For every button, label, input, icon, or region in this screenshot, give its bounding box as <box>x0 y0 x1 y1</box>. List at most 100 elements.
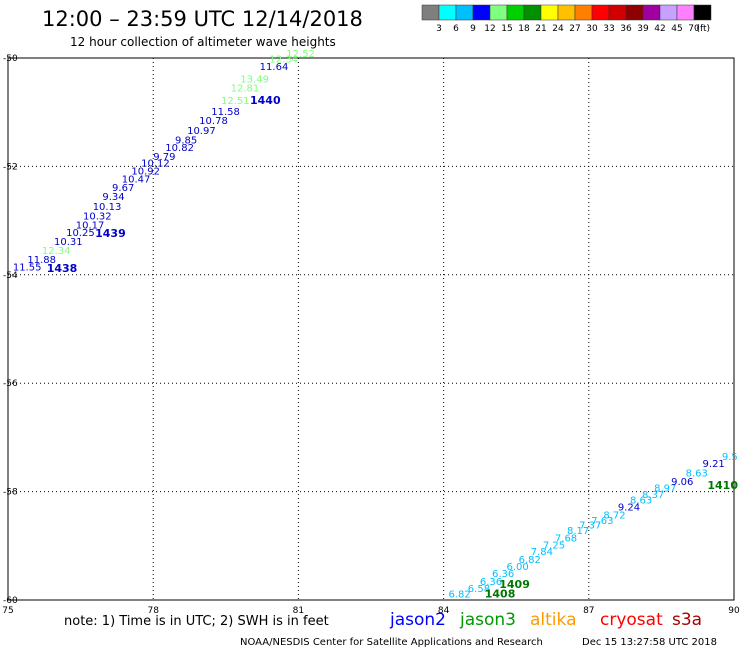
colorbar-swatch <box>506 4 525 21</box>
swh-label: 10.47 <box>122 175 151 186</box>
x-tick-label: 81 <box>293 606 304 616</box>
swh-label: 10.78 <box>199 116 228 127</box>
swh-label: 9.06 <box>671 477 693 488</box>
legend-s3a: s3a <box>672 610 702 630</box>
pass-number-label: 1409 <box>499 578 530 591</box>
colorbar-swatch <box>421 4 440 21</box>
colorbar-label: 39 <box>637 24 649 34</box>
swh-label: 6.00 <box>507 562 529 573</box>
colorbar-label: 6 <box>453 24 459 34</box>
colorbar-label: 18 <box>518 24 530 34</box>
pass-number-label: 1410 <box>707 479 738 492</box>
colorbar-legend: 3 6 9 12 15 18 21 24 27 30 33 36 39 42 45 70(ft) <box>421 4 712 34</box>
swh-label: 6.36 <box>480 577 502 588</box>
colorbar-swatch <box>642 4 661 21</box>
x-tick-label: 90 <box>728 606 740 616</box>
swh-label: 10.92 <box>131 167 160 178</box>
swh-label: 9.85 <box>175 136 197 147</box>
swh-label: 7.37 <box>579 520 601 531</box>
colorbar-label: 21 <box>535 24 546 34</box>
pass-number-label: 1408 <box>485 587 516 600</box>
colorbar-swatch <box>523 4 542 21</box>
plot-frame <box>7 57 735 601</box>
swh-label: 12.34 <box>269 54 298 65</box>
swh-label: 10.13 <box>93 202 122 213</box>
swh-label: 10.31 <box>54 237 83 248</box>
colorbar-swatch <box>676 4 695 21</box>
swh-label: 9.24 <box>618 503 640 514</box>
colorbar-swatch <box>472 4 491 21</box>
swh-label: 12.52 <box>286 49 315 60</box>
legend-cryosat: cryosat <box>600 610 663 630</box>
swh-label: 12.34 <box>42 246 71 257</box>
pass-number-label: 1440 <box>250 94 281 107</box>
y-tick-label: -60 <box>3 596 18 606</box>
swh-label: 6.58 <box>468 584 490 595</box>
satellite-tracks: 11.5511.8812.3410.3110.2510.1710.3210.13… <box>13 49 739 600</box>
swh-label: 10.17 <box>76 221 105 232</box>
x-tick-label: 87 <box>583 606 594 616</box>
y-tick-label: -54 <box>3 271 18 281</box>
swh-label: 8.72 <box>603 511 625 522</box>
swh-label: 9.5 <box>722 452 738 463</box>
legend-jason3: jason3 <box>459 610 516 630</box>
colorbar-swatch <box>489 4 508 21</box>
colorbar-unit: (ft) <box>696 24 710 34</box>
colorbar-label: 45 <box>671 24 682 34</box>
colorbar-label: 70 <box>688 24 700 34</box>
generated-timestamp: Dec 15 13:27:58 UTC 2018 <box>582 637 717 648</box>
colorbar-swatch <box>455 4 474 21</box>
colorbar-swatch <box>540 4 559 21</box>
swh-label: 10.82 <box>165 143 194 154</box>
swh-label: 7.84 <box>531 547 553 558</box>
colorbar-label: 3 <box>436 24 442 34</box>
x-tick-label: 84 <box>438 606 450 616</box>
legend-jason2: jason2 <box>389 610 446 630</box>
swh-label: 7.68 <box>555 533 577 544</box>
colorbar-swatch <box>659 4 678 21</box>
swh-label: 13.49 <box>240 74 269 85</box>
swh-label: 9.67 <box>112 183 134 194</box>
colorbar-label: 33 <box>603 24 614 34</box>
swh-label: 9.21 <box>703 459 725 470</box>
colorbar-label: 24 <box>552 24 564 34</box>
y-tick-label: -50 <box>3 54 18 64</box>
swh-label: 11.58 <box>211 107 240 118</box>
footer-note: note: 1) Time is in UTC; 2) SWH is in fe… <box>64 614 329 629</box>
swh-label: 10.25 <box>66 228 95 239</box>
pass-number-label: 1439 <box>95 227 126 240</box>
colorbar-label: 9 <box>470 24 476 34</box>
swh-label: 8.63 <box>686 468 708 479</box>
legend-altika: altika <box>530 610 577 630</box>
swh-label: 9.34 <box>102 192 124 203</box>
y-tick-label: -58 <box>3 488 18 498</box>
map-title: 12:00 – 23:59 UTC 12/14/2018 <box>42 7 363 31</box>
colorbar-swatch <box>608 4 627 21</box>
y-tick-label: -56 <box>3 379 18 389</box>
x-tick-label: 78 <box>147 606 159 616</box>
swh-label: 8.37 <box>642 490 664 501</box>
swh-label: 6.36 <box>492 569 514 580</box>
swh-label: 6.82 <box>519 555 541 566</box>
swh-label: 8.63 <box>630 496 652 507</box>
colorbar-swatch <box>438 4 457 21</box>
colorbar-swatch <box>693 4 712 21</box>
swh-label: 10.97 <box>187 126 216 137</box>
colorbar-label: 30 <box>586 24 598 34</box>
satellite-legend: jason2 jason3 altika cryosat s3a <box>389 610 702 630</box>
gridlines <box>8 58 734 600</box>
y-tick-label: -52 <box>3 162 18 172</box>
credit-text: NOAA/NESDIS Center for Satellite Applica… <box>240 637 543 648</box>
swh-label: 11.88 <box>27 255 56 266</box>
plot-area: 75 78 81 84 87 90 -50 -52 -54 -56 -58 -60 11.5511.8… <box>2 49 740 616</box>
map-subtitle: 12 hour collection of altimeter wave hei… <box>70 35 336 49</box>
pass-number-label: 1438 <box>47 262 78 275</box>
swh-label: 6.82 <box>448 589 470 600</box>
colorbar-label: 36 <box>620 24 632 34</box>
x-tick-label: 75 <box>2 606 13 616</box>
axis-tick-labels: 75 78 81 84 87 90 -50 -52 -54 -56 -58 -60 <box>2 54 740 616</box>
swh-label: 10.32 <box>83 212 112 223</box>
swh-label: 11.55 <box>13 262 42 273</box>
swh-label: 12.81 <box>231 84 260 95</box>
